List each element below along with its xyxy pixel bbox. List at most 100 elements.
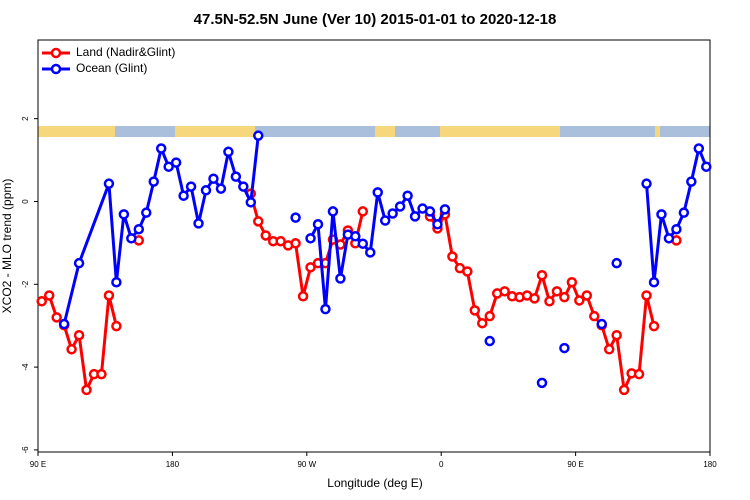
- data-point: [603, 344, 615, 355]
- data-point: [103, 290, 115, 301]
- data-point: [544, 296, 555, 307]
- data-point: [611, 257, 622, 269]
- data-point: [596, 318, 607, 330]
- data-point: [439, 204, 451, 215]
- data-point: [350, 231, 361, 242]
- data-point: [43, 290, 55, 301]
- data-point: [693, 143, 705, 154]
- data-point: [551, 286, 563, 297]
- chart-title: 47.5N-52.5N June (Ver 10) 2015-01-01 to …: [194, 11, 557, 28]
- data-point: [409, 211, 421, 222]
- data-point: [469, 305, 481, 316]
- data-point: [170, 157, 182, 168]
- data-point: [126, 233, 137, 244]
- data-point: [320, 303, 331, 315]
- data-point: [581, 290, 593, 301]
- data-point: [641, 290, 652, 301]
- data-point: [559, 342, 570, 354]
- data-point: [133, 223, 145, 235]
- data-point: [155, 143, 167, 154]
- data-point: [185, 181, 197, 192]
- data-point: [462, 266, 473, 277]
- data-point: [648, 320, 660, 332]
- data-point: [671, 223, 682, 235]
- data-point: [253, 216, 264, 227]
- data-point: [365, 247, 376, 258]
- data-point: [73, 257, 85, 269]
- data-point: [111, 320, 122, 332]
- data-point: [633, 368, 645, 380]
- data-point: [656, 209, 667, 220]
- data-point: [648, 276, 660, 288]
- data-point: [305, 262, 316, 273]
- data-point: [290, 212, 301, 223]
- data-point: [178, 190, 189, 201]
- data-point: [245, 197, 257, 208]
- data-point: [387, 208, 398, 219]
- ocean-band: [255, 126, 375, 137]
- surface-band: [38, 126, 710, 137]
- data-point: [574, 295, 585, 306]
- data-point: [589, 310, 600, 322]
- ocean-band: [395, 126, 440, 137]
- x-tick-label: 90 W: [297, 460, 316, 469]
- data-point: [566, 276, 578, 288]
- x-tick-label: 90 E: [567, 460, 583, 469]
- data-point: [477, 317, 488, 329]
- data-point: [81, 384, 92, 396]
- x-tick-label: 180: [166, 460, 180, 469]
- data-point: [618, 384, 630, 396]
- data-point: [163, 161, 174, 172]
- x-tick-label: 180: [703, 460, 717, 469]
- data-point: [536, 377, 548, 389]
- x-axis-label: Longitude (deg E): [327, 476, 422, 490]
- data-point: [379, 215, 391, 226]
- y-tick-label: -4: [21, 363, 30, 371]
- data-point: [51, 312, 62, 323]
- data-point: [335, 273, 346, 284]
- data-point: [223, 146, 234, 158]
- x-tick-label: 0: [439, 460, 444, 469]
- data-point: [238, 181, 249, 192]
- y-tick-label: 0: [21, 199, 30, 204]
- data-point: [215, 183, 227, 194]
- data-point: [275, 235, 286, 247]
- ocean-band: [560, 126, 655, 137]
- ocean-band: [660, 126, 710, 137]
- data-point: [73, 329, 85, 341]
- y-tick-label: 2: [21, 116, 30, 121]
- data-point: [200, 185, 212, 196]
- data-point: [536, 269, 548, 281]
- data-point: [312, 219, 324, 230]
- data-point: [36, 296, 47, 307]
- legend-marker: [50, 63, 62, 75]
- data-point: [499, 286, 510, 297]
- data-point: [447, 251, 458, 262]
- legend-label: Ocean (Glint): [76, 61, 147, 75]
- data-point: [686, 176, 697, 187]
- data-point: [372, 187, 383, 198]
- data-point: [559, 291, 570, 303]
- data-point: [357, 238, 369, 249]
- data-point: [484, 335, 495, 347]
- x-tick-label: 90 E: [30, 460, 46, 469]
- data-point: [357, 206, 369, 217]
- data-point: [484, 310, 495, 322]
- y-axis-label: XCO2 - MLO trend (ppm): [0, 179, 14, 314]
- ocean-band: [115, 126, 175, 137]
- data-point: [260, 230, 271, 241]
- data-point: [305, 233, 316, 244]
- data-point: [58, 318, 70, 330]
- data-point: [701, 161, 712, 172]
- data-point: [394, 201, 406, 212]
- data-point: [193, 218, 204, 229]
- y-tick-label: -2: [21, 280, 30, 288]
- data-point: [663, 233, 675, 244]
- legend-marker: [50, 47, 62, 59]
- data-point: [641, 178, 652, 189]
- data-point: [253, 130, 264, 141]
- data-point: [230, 171, 242, 182]
- data-point: [208, 173, 219, 184]
